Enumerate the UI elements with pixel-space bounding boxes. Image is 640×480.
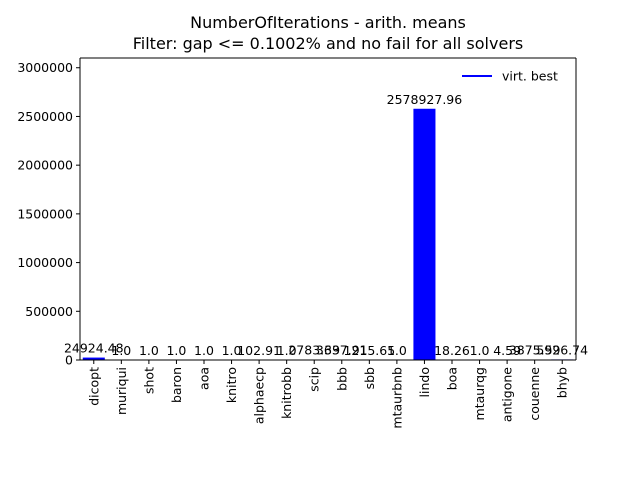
y-tick-label: 1500000 bbox=[17, 206, 73, 221]
x-tick-label-aoa: aoa bbox=[197, 367, 212, 390]
y-tick-label: 0 bbox=[65, 353, 73, 368]
x-tick-label-alphaecp: alphaecp bbox=[252, 367, 267, 424]
y-tick-label: 2000000 bbox=[17, 158, 73, 173]
chart-title-line1: NumberOfIterations - arith. means bbox=[190, 13, 466, 32]
data-label-shot: 1.0 bbox=[139, 343, 159, 358]
data-label-couenne: 3875.59 bbox=[509, 343, 561, 358]
x-tick-label-couenne: couenne bbox=[527, 367, 542, 421]
x-tick-label-muriqui: muriqui bbox=[114, 367, 129, 415]
x-tick-label-sbb: sbb bbox=[362, 367, 377, 389]
data-label-boa: 18.26 bbox=[434, 343, 470, 358]
x-tick-label-dicopt: dicopt bbox=[86, 367, 101, 406]
x-tick-label-knitrobb: knitrobb bbox=[279, 367, 294, 419]
x-tick-label-mtaurqg: mtaurqg bbox=[472, 367, 487, 420]
chart-title-line2: Filter: gap <= 0.1002% and no fail for a… bbox=[133, 34, 523, 53]
y-tick-label: 3000000 bbox=[17, 60, 73, 75]
legend-label: virt. best bbox=[502, 69, 558, 84]
bar-dicopt bbox=[82, 357, 105, 360]
x-tick-label-bhyb: bhyb bbox=[555, 367, 570, 398]
y-tick-label: 2500000 bbox=[17, 109, 73, 124]
data-label-knitro: 1.0 bbox=[222, 343, 242, 358]
data-label-alphaecp: 102.91 bbox=[237, 343, 281, 358]
x-tick-label-mtaurbnb: mtaurbnb bbox=[389, 367, 404, 429]
data-label-mtaurbnb: 1.0 bbox=[387, 343, 407, 358]
x-tick-label-baron: baron bbox=[169, 367, 184, 403]
x-tick-label-antigone: antigone bbox=[500, 367, 515, 422]
x-tick-label-scip: scip bbox=[307, 367, 322, 392]
data-label-bhyb: 5926.74 bbox=[536, 342, 588, 357]
y-tick-label: 1000000 bbox=[17, 255, 73, 270]
data-label-mtaurqg: 1.0 bbox=[470, 343, 490, 358]
data-label-bbb: 3637.91 bbox=[316, 343, 368, 358]
x-tick-label-shot: shot bbox=[141, 367, 156, 394]
y-tick-label: 500000 bbox=[25, 304, 73, 319]
x-tick-label-bbb: bbb bbox=[334, 367, 349, 391]
data-label-baron: 1.0 bbox=[166, 343, 186, 358]
data-label-antigone: 4.59 bbox=[493, 343, 521, 358]
data-label-dicopt: 24924.48 bbox=[64, 341, 124, 356]
data-label-aoa: 1.0 bbox=[194, 343, 214, 358]
data-label-knitrobb: 1.0 bbox=[277, 343, 297, 358]
data-label-sbb: 1215.65 bbox=[343, 343, 395, 358]
data-label-lindo: 2578927.96 bbox=[387, 92, 463, 107]
x-tick-label-lindo: lindo bbox=[417, 367, 432, 397]
x-tick-label-knitro: knitro bbox=[224, 367, 239, 403]
plot-area: 24924.481.0 1.0 1.0 1.0 1.0102.911.02783.393… bbox=[17, 57, 588, 429]
bar-lindo bbox=[413, 108, 436, 360]
x-tick-label-boa: boa bbox=[445, 367, 460, 390]
data-label-scip: 2783.39 bbox=[288, 343, 340, 358]
data-label-muriqui: 1.0 bbox=[111, 343, 131, 358]
